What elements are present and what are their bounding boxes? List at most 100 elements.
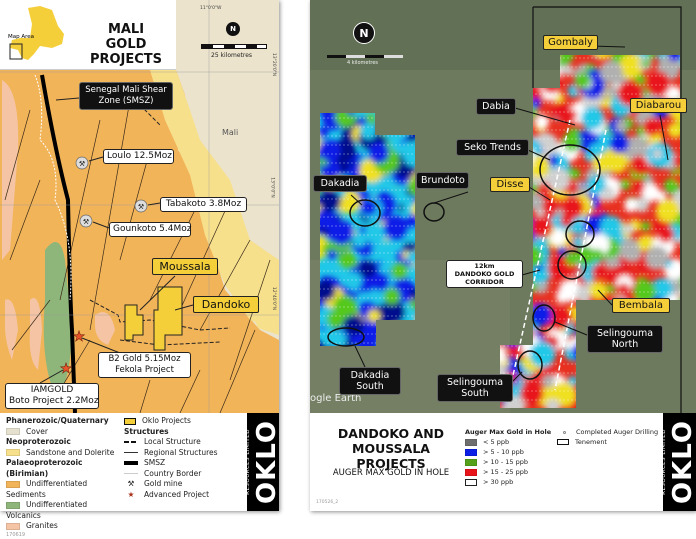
oklo-logo: RESOURCES LIMITED OKLO [245,413,282,511]
heatmap-blob [529,303,553,327]
dandoko-label: Dandoko [193,296,259,313]
heatmap-blob [619,55,645,79]
heatmap-blob [379,262,391,275]
heatmap-blob [652,148,663,159]
heatmap-blob [379,299,406,326]
latitude-label: 13°20'0"N [271,52,277,77]
geology-legend: Phanerozoic/Quaternary Cover Neoproteroz… [6,416,122,539]
selingouma-south-label: Selingouma South [437,374,513,402]
heatmap-blob [641,183,660,202]
heatmap-blob [320,113,341,119]
volcanics-swatch [6,501,20,509]
heatmap-blob [358,260,377,278]
svg-text:⚒: ⚒ [79,160,85,168]
heatmap-blob [623,243,642,262]
legend-code: 170526_2 [316,500,339,505]
sandstone-swatch [6,449,20,456]
smsz-label: Senegal Mali Shear Zone (SMSZ) [79,82,173,110]
heatmap-blob [546,167,570,192]
heatmap-blob [618,283,630,294]
heatmap-blob [320,139,341,162]
tabakoto-label: Tabakoto 3.8Moz [160,197,247,212]
heatmap-blob [651,278,674,300]
heatmap-blob [500,405,509,408]
heatmap-blob [535,114,549,129]
title-box: Map Area MALI GOLD PROJECTS [0,0,176,70]
heatmap-blob [637,237,648,248]
heatmap-blob [547,155,559,167]
heatmap-blob [636,277,648,288]
legend-title: DANDOKO AND MOUSSALA PROJECTS [316,426,466,471]
oklo-logo: RESOURCES LIMITED OKLO [661,413,696,511]
heatmap-blob [641,59,651,68]
legend-item: Undifferentiated Volcanics [6,500,88,520]
heatmap-blob [640,221,651,232]
heatmap-blob [567,375,579,387]
heatmap-blob [383,287,401,305]
heatmap-blob [591,248,604,262]
corridor-name: DANDOKO GOLD CORRIDOR [454,270,515,286]
heatmap-blob [655,198,680,223]
heatmap-blob [645,71,671,97]
heatmap-blob [633,196,650,212]
heatmap-blob [383,215,409,241]
heatmap-blob [327,249,338,260]
legend-heading: Phanerozoic/Quaternary [6,416,109,425]
legend-item: SMSZ [124,458,244,469]
google-earth-watermark: ogle Earth [310,393,362,404]
heatmap-blob [542,374,555,388]
heatmap-blob [337,250,356,269]
cover-swatch [6,428,20,435]
legend-item: Undifferentiated Sediments [6,479,88,499]
heatmap-blob [530,216,553,238]
legend-item: Completed Auger Drilling [557,427,669,437]
heatmap-blob [409,288,415,299]
oklo-projects-swatch [124,417,136,425]
auger-hole-icon [563,431,566,434]
legend-item: ★ Advanced Project [124,490,244,501]
country-label: Mali [222,128,239,137]
latitude-label: 12°40'0"N [271,286,277,311]
heatmap-blob [410,300,415,310]
heatmap-blob [582,270,594,282]
dandoko-project-outline [153,286,183,351]
heatmap-blob [409,177,415,198]
heatmap-blob [500,351,507,363]
heatmap-blob [343,271,363,290]
heatmap-blob [329,263,342,276]
loulo-label: Loulo 12.5Moz [103,149,174,164]
disse-label: Disse [490,177,530,192]
dabia-label: Dabia [476,98,516,115]
legend-heading: Structures [124,426,169,436]
brundoto-label: Brundoto [416,172,469,189]
longitude-label: 11°0'0"W [200,6,222,11]
heatmap-blob [587,175,607,195]
scale-label: 25 kilometres [211,52,253,59]
heatmap-blob [320,189,342,212]
heatmap-blob [606,85,618,98]
legend-item: Regional Structures [124,448,244,459]
granites-swatch [6,522,20,530]
legend-item: Tenement [557,437,669,447]
heatmap-blob [673,154,680,167]
heatmap-blob [600,215,623,239]
legend-item: Country Border [124,469,244,480]
mali-inset-map [9,6,64,60]
drilling-legend: Completed Auger Drilling Tenement [557,427,669,447]
heatmap-blob [624,198,638,212]
heatmap-blob [365,222,387,245]
heatmap-blob [599,60,623,84]
north-arrow-icon: N [353,22,375,44]
heatmap-blob [551,101,571,121]
dakadia-label: Dakadia [313,175,367,192]
mali-gold-projects-panel: ⚒ ⚒ ⚒ ★ ★ Map Area MALI GOLD PROJECTS 11°0'… [0,0,282,538]
heatmap-blob [565,251,580,266]
heatmap-blob [405,214,415,229]
heatmap-blob [371,272,390,292]
heatmap-blob [402,141,415,167]
iamgold-line-1: IAMGOLD [30,385,74,395]
heatmap-blob [405,194,415,218]
moussala-project-outline [124,304,144,341]
heatmap-blob [592,263,607,278]
heatmap-blob [630,155,648,174]
